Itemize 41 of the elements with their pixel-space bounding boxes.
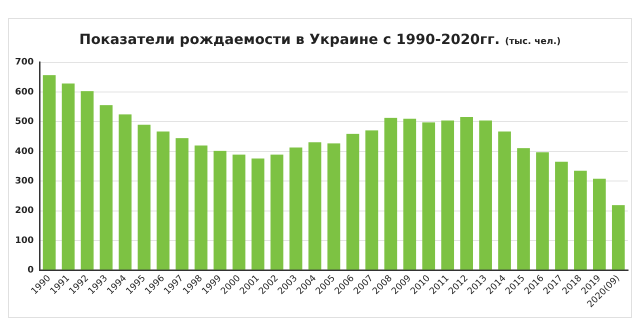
bar (289, 148, 302, 270)
bar (118, 114, 132, 270)
bar (498, 132, 511, 270)
y-tick-label: 600 (14, 87, 34, 98)
bar (441, 120, 454, 270)
y-tick-label: 700 (14, 58, 34, 68)
bar (62, 83, 75, 270)
bar (403, 118, 416, 270)
bar (384, 118, 398, 270)
bar (214, 150, 226, 270)
y-tick-label: 0 (28, 265, 34, 276)
bar (138, 124, 151, 270)
y-tick-label: 400 (14, 146, 34, 157)
bar (479, 120, 492, 270)
bar (460, 116, 474, 270)
bar (194, 145, 208, 270)
y-tick-label: 100 (14, 236, 34, 246)
bar (80, 91, 94, 270)
bar (517, 148, 530, 270)
bar (555, 162, 568, 270)
bar (100, 105, 113, 270)
bar (270, 154, 284, 270)
bar (308, 142, 322, 270)
bar (232, 154, 246, 270)
bar (176, 138, 188, 270)
bar (346, 134, 360, 270)
bar (327, 143, 340, 270)
bar (592, 178, 606, 270)
y-tick-label: 500 (14, 117, 34, 128)
chart-title: Показатели рождаемости в Украине с 1990-2020гг. (79, 32, 500, 48)
bar (42, 75, 56, 270)
bar (612, 205, 625, 270)
y-tick-label: 300 (14, 176, 34, 186)
bar (574, 170, 587, 270)
chart-subtitle: (тыс. чел.) (504, 37, 561, 47)
bar (536, 152, 549, 270)
bar (252, 158, 264, 270)
bar (365, 130, 378, 270)
y-tick-label: 200 (14, 206, 34, 216)
bar (422, 122, 436, 270)
bar (156, 132, 170, 270)
